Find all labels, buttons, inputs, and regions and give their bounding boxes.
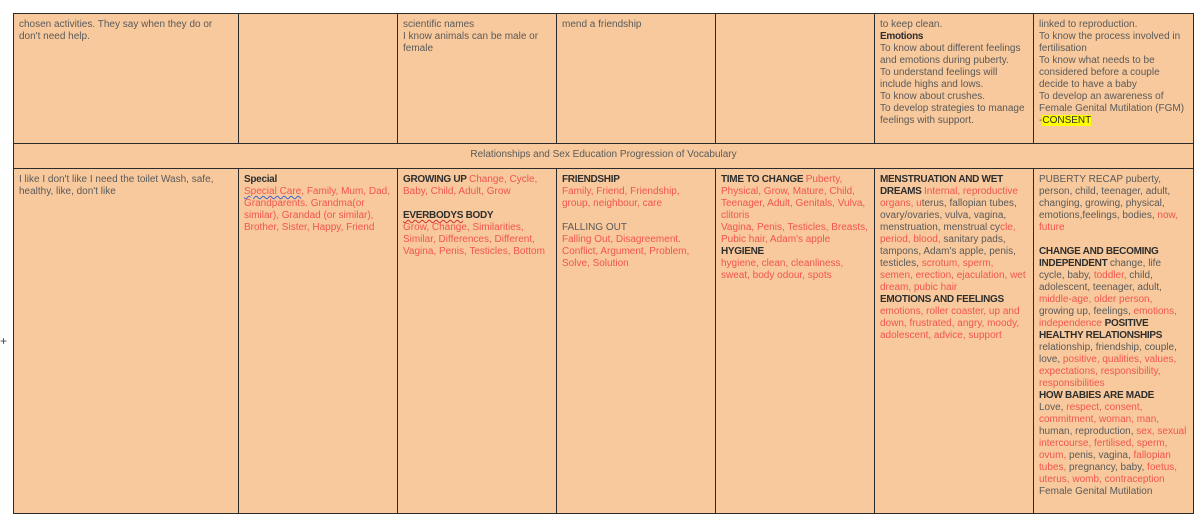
text-run: sex, sexual intercourse, fertilised, spe… <box>1039 426 1187 461</box>
text-run: FALLING OUT <box>562 222 628 233</box>
text-run: POSITIVE HEALTHY RELATIONSHIPS <box>1039 318 1163 341</box>
text-run: CHANGE AND BECOMING INDEPENDENT <box>1039 246 1159 269</box>
text-run: Special Care <box>244 186 302 197</box>
text-run: cle, period, blood, <box>880 222 1016 245</box>
text-run: linked to reproduction. To know the proce… <box>1039 19 1185 126</box>
text-run: sanitary pads, tampons, Adam's apple, pe… <box>880 234 1016 269</box>
table-cell: linked to reproduction. To know the proce… <box>1033 13 1194 144</box>
text-run: scientific names I know animals can be ma… <box>403 19 539 54</box>
text-run: MENSTRUATION AND WET DREAMS <box>880 174 1003 197</box>
text-run: child, adolescent, teenager, adult, <box>1039 270 1162 293</box>
table-row-section-header: Relationships and Sex Education Progress… <box>13 143 1194 169</box>
text-run: PUBERTY RECAP puberty, person, child, te… <box>1039 174 1171 221</box>
text-run: GROWING UP <box>403 174 469 185</box>
text-run: human, reproduction, <box>1039 426 1137 437</box>
text-run: Change, Cycle, Baby, Child, Adult, Grow <box>403 174 538 197</box>
text-run: Grow, Change, Similarities, Similar, Dif… <box>403 222 545 257</box>
text-run: , Family, Mum, Dad, Grandparents. Grandm… <box>244 186 390 233</box>
table-row-objectives: chosen activities. They say when they do… <box>13 13 1194 144</box>
text-run: toddler, <box>1093 270 1127 281</box>
table-cell: PUBERTY RECAP puberty, person, child, te… <box>1033 168 1194 514</box>
text-run: Family, Friend, Friendship, group, neigh… <box>562 186 680 209</box>
text-run: HOW BABIES ARE MADE <box>1039 390 1155 401</box>
table-cell: MENSTRUATION AND WET DREAMS Internal, re… <box>874 168 1034 514</box>
text-run: emotions, roller coaster, up and down, f… <box>880 306 1020 341</box>
text-run: TIME TO CHANGE <box>721 174 806 185</box>
text-run: Special <box>244 174 277 185</box>
table-cell: GROWING UP Change, Cycle, Baby, Child, A… <box>397 168 557 514</box>
text-run: change, life cycle, baby, <box>1039 258 1162 281</box>
table-cell: TIME TO CHANGE Puberty, Physical, Grow, … <box>715 168 875 514</box>
text-run: Love, <box>1039 402 1067 413</box>
text-run: relationship, friendship, couple, love, <box>1039 342 1177 365</box>
text-run: respect, consent, commitment, woman, man… <box>1039 402 1160 425</box>
table-cell <box>715 13 875 144</box>
text-run: penis, vagina, <box>1066 450 1134 461</box>
text-run: chosen activities. They say when they do… <box>19 19 213 42</box>
text-run: HYGIENE <box>721 246 764 257</box>
text-run: CONSENT <box>1042 115 1092 126</box>
text-run: Puberty, Physical, Grow, Mature, Child, … <box>721 174 868 245</box>
crosshair-cursor-icon: + <box>0 334 8 348</box>
text-run: foetus, uterus, womb, contraception <box>1039 462 1178 485</box>
text-run: EVERBODYS <box>403 210 464 221</box>
text-run: mend a friendship <box>562 19 642 30</box>
table-cell: mend a friendship <box>556 13 716 144</box>
table-row-vocabulary: I like I don't like I need the toilet Wa… <box>13 168 1194 514</box>
text-run: Internal, reproductive organs, u <box>880 186 1018 209</box>
text-run: EMOTIONS AND FEELINGS <box>880 294 1004 305</box>
text-run: fallopian tubes, <box>1039 450 1171 473</box>
table-cell <box>238 13 398 144</box>
section-title: Relationships and Sex Education Progress… <box>13 143 1194 169</box>
text-run: BODY <box>463 210 494 221</box>
text-run: middle-age, older person, <box>1039 294 1153 305</box>
text-run: hygiene, clean, cleanliness, sweat, body… <box>721 258 844 281</box>
rse-progression-table: chosen activities. They say when they do… <box>13 13 1194 514</box>
table-cell: chosen activities. They say when they do… <box>13 13 239 144</box>
text-run: To know about different feelings and emo… <box>880 43 1025 126</box>
table-cell: to keep clean. Emotions To know about diff… <box>874 13 1034 144</box>
table-cell: Special Special Care, Family, Mum, Dad, G… <box>238 168 398 514</box>
text-run: now, future <box>1039 210 1178 233</box>
text-run: emotions, independence <box>1039 306 1177 329</box>
text-run: scrotum, sperm, semen, erection, ejacula… <box>880 258 1026 293</box>
table-cell: scientific names I know animals can be ma… <box>397 13 557 144</box>
text-run: pregnancy, baby, <box>1066 462 1148 473</box>
text-run: I like I don't like I need the toilet Wa… <box>19 174 214 197</box>
text-run: terus, fallopian tubes, ovary/ovaries, v… <box>880 198 1017 233</box>
text-run: to keep clean. <box>880 19 943 30</box>
table-cell: FRIENDSHIP Family, Friend, Friendship, gr… <box>556 168 716 514</box>
table-cell: I like I don't like I need the toilet Wa… <box>13 168 239 514</box>
text-run: FRIENDSHIP <box>562 174 620 185</box>
text-run: Falling Out, Disagreement. Conflict, Arg… <box>562 234 690 269</box>
text-run: Female Genital Mutilation <box>1039 486 1153 497</box>
text-run: positive, qualities, values, expectation… <box>1039 354 1177 389</box>
text-run: Emotions <box>880 31 924 42</box>
text-run: growing up, feelings, <box>1039 306 1134 317</box>
